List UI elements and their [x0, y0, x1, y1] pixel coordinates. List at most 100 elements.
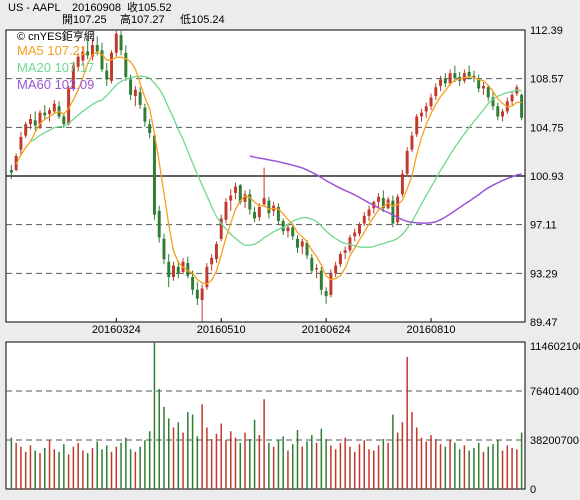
candle-body [148, 124, 152, 134]
date-tick-label: 20160624 [302, 324, 351, 336]
volume-bar [330, 445, 332, 489]
volume-bar [511, 447, 513, 489]
volume-bar [77, 442, 79, 489]
brand-label: © cnYES鉅亨網 [17, 29, 95, 43]
volume-bar [239, 442, 242, 489]
volume-bar [148, 431, 151, 489]
candle-body [110, 52, 114, 81]
volume-bar [377, 445, 380, 489]
volume-tick-label: 0 [530, 484, 536, 496]
candle-body [105, 70, 109, 80]
date-tick-label: 20160510 [197, 324, 246, 336]
volume-bar [401, 422, 404, 489]
candle-body [334, 265, 338, 274]
candle-body [200, 288, 204, 300]
volume-bar [44, 447, 46, 489]
candle-body [24, 124, 28, 136]
volume-bar [253, 419, 256, 489]
volume-bar [244, 432, 246, 489]
header-symbol: US - AAPL [8, 2, 61, 14]
candle-body [520, 94, 524, 118]
header-open: 開107.25 [62, 13, 107, 26]
candle-body [358, 224, 361, 234]
volume-bar [477, 442, 480, 489]
candle-body [477, 79, 481, 89]
candle-body [267, 200, 271, 214]
volume-bar [497, 440, 499, 489]
volume-bar [458, 449, 461, 489]
candle-body [129, 79, 133, 95]
candle-body [291, 227, 295, 237]
candle-body [224, 201, 228, 220]
volume-bar [210, 438, 213, 489]
ma60-line [249, 155, 522, 224]
candle-body [157, 210, 161, 238]
header-date: 20160908 [72, 2, 121, 14]
candle-body [28, 119, 32, 125]
volume-bar [153, 342, 156, 489]
volume-bars [10, 342, 523, 489]
candle-body [315, 268, 319, 270]
volume-bar [439, 444, 442, 489]
candle-body [324, 291, 328, 297]
volume-bar [187, 412, 189, 489]
volume-bar [167, 418, 170, 489]
candle-body [152, 135, 156, 215]
candle-body [195, 289, 199, 299]
price-tick-label: 112.39 [530, 25, 563, 37]
candle-body [501, 111, 505, 117]
legend: © cnYES鉅亨網 MA5 107.21 MA20 107.17 MA60 1… [17, 29, 95, 92]
price-tick-label: 100.93 [530, 171, 564, 183]
date-tick-label: 20160324 [92, 324, 141, 336]
volume-bar [358, 444, 361, 489]
header-low: 低105.24 [180, 13, 225, 26]
candle-body [205, 266, 209, 288]
volume-bar [325, 438, 327, 489]
candle-body [257, 206, 261, 218]
legend-ma60: MA60 102.09 [17, 77, 94, 92]
volume-bar [468, 450, 470, 489]
volume-bar [492, 444, 494, 489]
volume-bar [516, 449, 518, 489]
volume-bar [454, 442, 456, 489]
candlesticks [9, 29, 524, 322]
volume-bar [144, 440, 146, 489]
price-tick-label: 97.11 [530, 220, 557, 232]
candle-body [248, 194, 252, 210]
volume-bar [387, 442, 389, 489]
volume-bar [306, 441, 308, 489]
candle-body [434, 87, 438, 97]
volume-bar [134, 451, 137, 489]
candle-body [262, 198, 266, 205]
volume-bar [420, 437, 423, 489]
candle-body [167, 261, 171, 278]
volume-bar [301, 446, 304, 489]
candle-body [467, 71, 471, 78]
candle-body [124, 52, 128, 78]
candle-body [396, 196, 400, 223]
volume-bar [196, 436, 199, 489]
candle-body [86, 51, 90, 56]
candle-body [186, 263, 190, 276]
candle-body [510, 94, 514, 102]
candle-body [448, 73, 452, 84]
candle-body [138, 92, 142, 106]
candle-body [439, 79, 443, 86]
candle-body [405, 150, 409, 174]
candle-body [362, 215, 366, 224]
volume-bar [229, 431, 232, 489]
candle-body [191, 277, 195, 290]
volume-bar [392, 414, 394, 489]
candle-body [176, 266, 180, 274]
price-grid [6, 78, 525, 274]
price-tick-label: 89.47 [530, 317, 558, 329]
volume-bar [234, 437, 237, 489]
candle-body [48, 110, 52, 114]
candle-body [496, 106, 500, 117]
volume-bar [506, 445, 509, 489]
candle-body [415, 116, 419, 135]
date-tick-label: 20160810 [407, 324, 456, 336]
volume-bar [39, 453, 41, 489]
volume-bar [334, 449, 337, 489]
volume-bar [463, 445, 466, 489]
